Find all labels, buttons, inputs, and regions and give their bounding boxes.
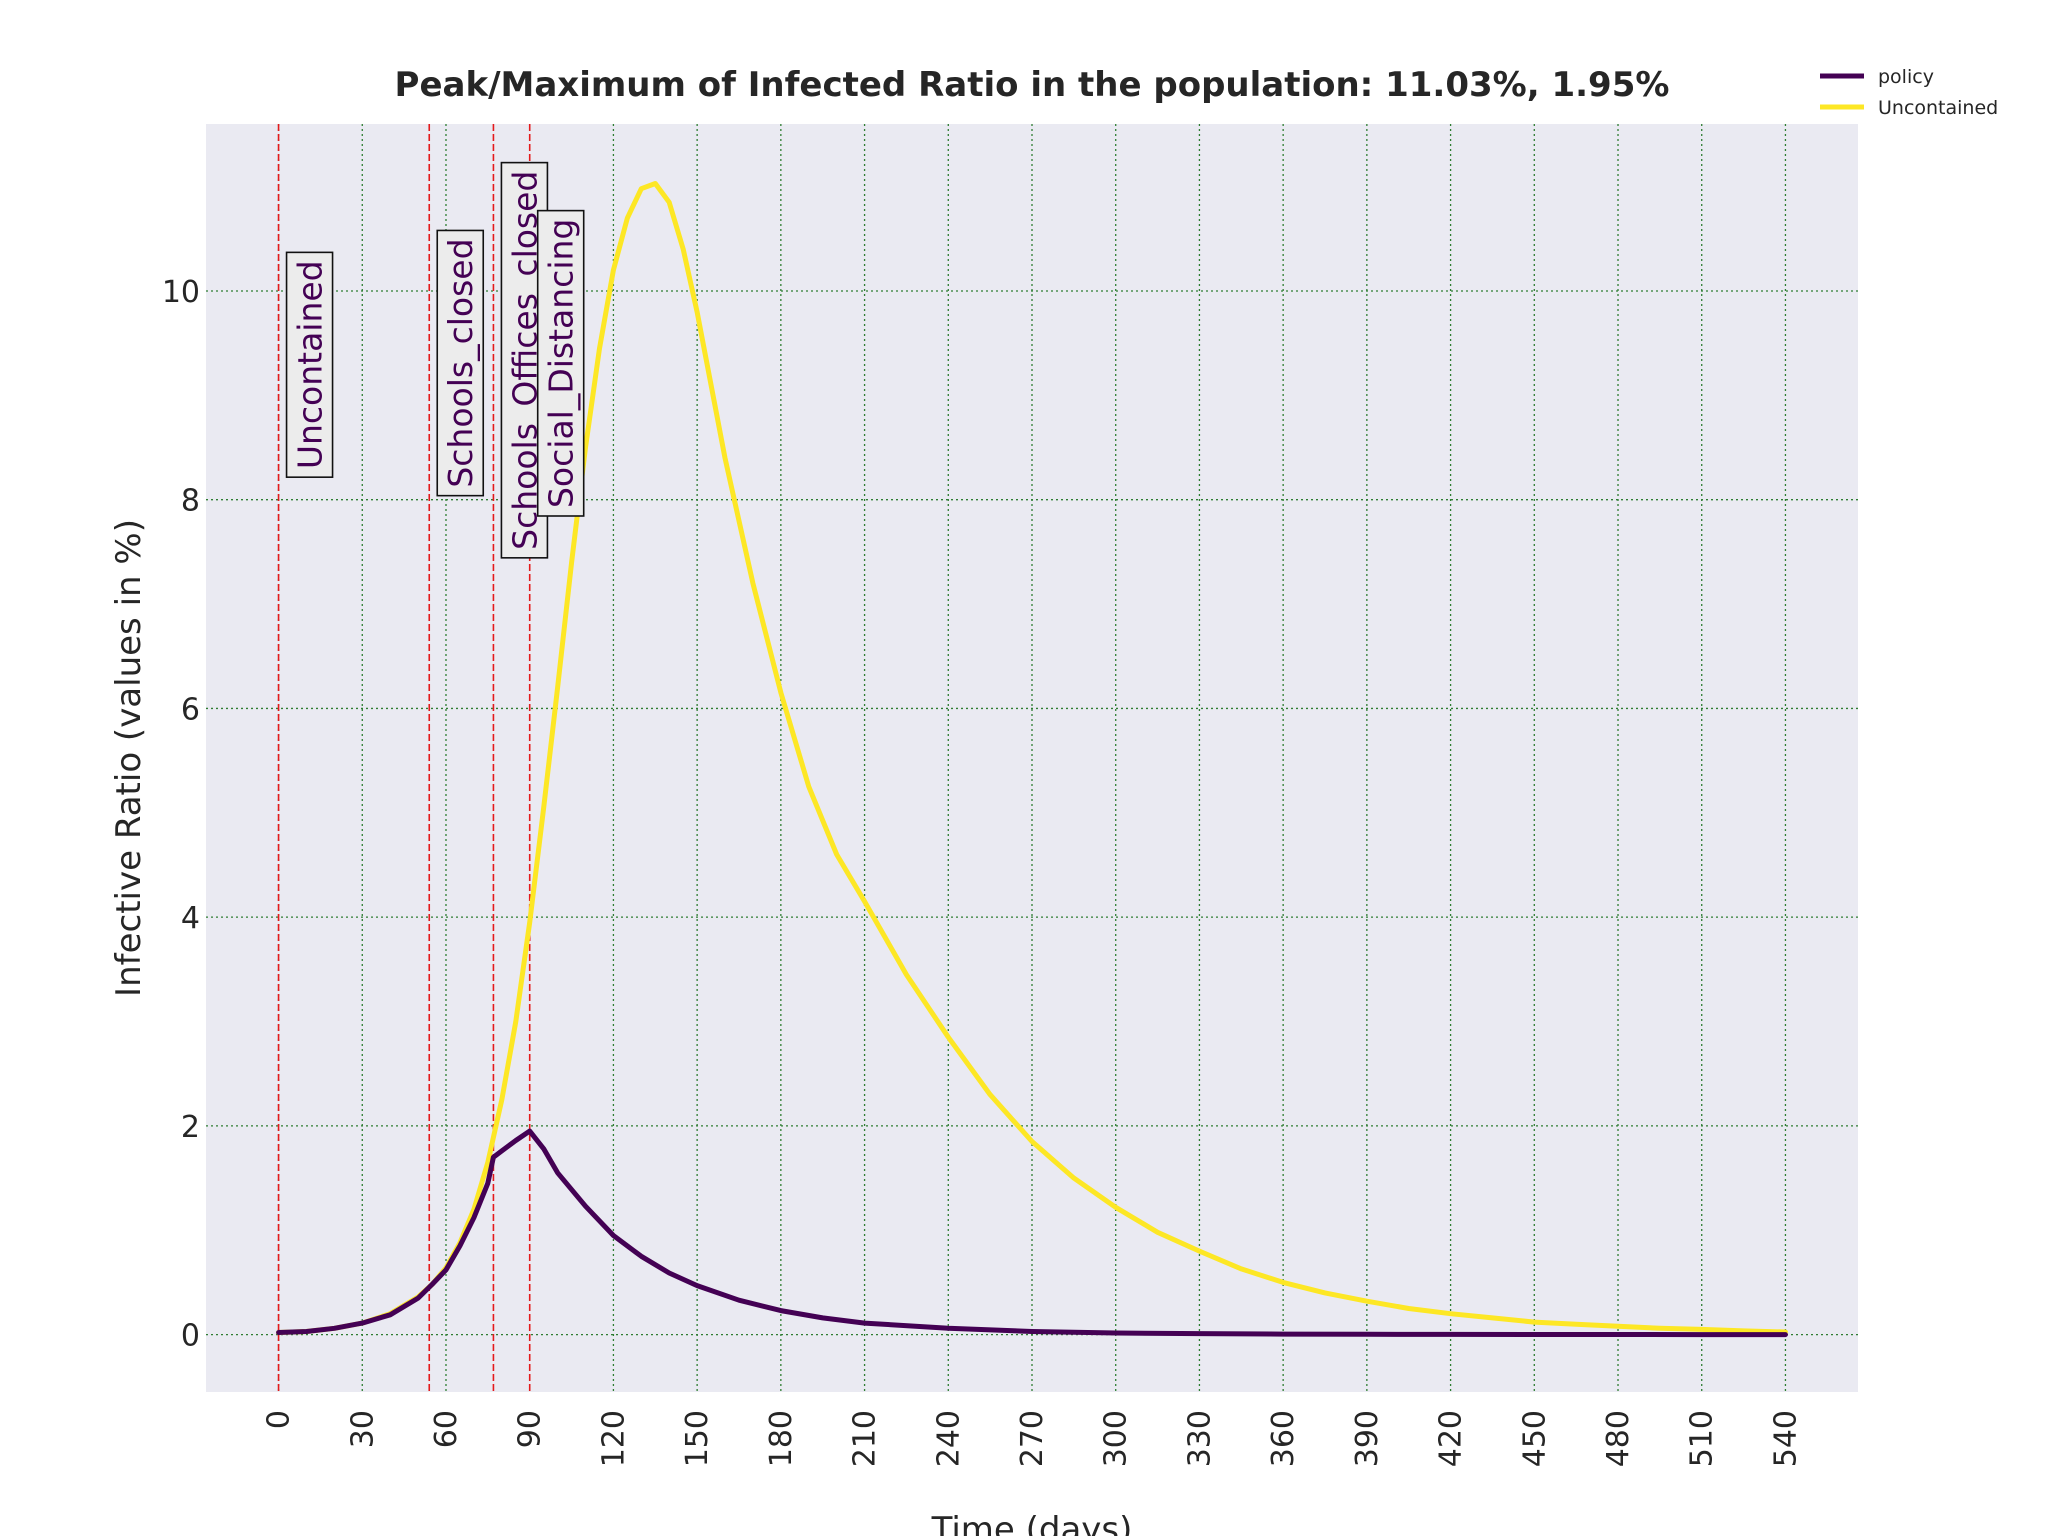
x-tick-label: 60 xyxy=(429,1410,464,1448)
x-tick-label: 270 xyxy=(1015,1410,1050,1467)
y-tick-label: 2 xyxy=(181,1110,200,1145)
svg-text:Schools_closed: Schools_closed xyxy=(441,238,480,487)
svg-text:Uncontained: Uncontained xyxy=(291,260,330,469)
x-tick-label: 300 xyxy=(1099,1410,1134,1467)
legend-label-policy: policy xyxy=(1878,66,1934,88)
y-axis-title: Infective Ratio (values in %) xyxy=(109,519,149,997)
legend: policy Uncontained xyxy=(1820,66,1998,119)
x-tick-label: 120 xyxy=(596,1410,631,1467)
x-tick-label: 150 xyxy=(680,1410,715,1467)
y-tick-label: 10 xyxy=(162,275,200,310)
series-line-policy xyxy=(276,1128,1788,1338)
x-axis-title: Time (days) xyxy=(931,1510,1133,1536)
svg-text:Social_Distancing: Social_Distancing xyxy=(542,219,581,508)
x-tick-label: 240 xyxy=(931,1410,966,1467)
y-tick-label: 6 xyxy=(181,692,200,727)
chart-title: Peak/Maximum of Infected Ratio in the po… xyxy=(395,65,1670,105)
event-label: Uncontained xyxy=(285,251,334,478)
x-tick-label: 30 xyxy=(345,1410,380,1448)
x-tick-label: 420 xyxy=(1434,1410,1469,1467)
x-tick-label: 510 xyxy=(1685,1410,1720,1467)
x-tick-label: 90 xyxy=(513,1410,548,1448)
tick-labels: 0 30 60 90 120 150 180 210 240 270 300 330 360 390 420… xyxy=(162,275,1804,1467)
x-tick-label: 180 xyxy=(764,1410,799,1467)
series xyxy=(276,181,1788,1338)
x-tick-label: 540 xyxy=(1768,1410,1803,1467)
legend-label-uncontained: Uncontained xyxy=(1878,97,1998,119)
x-tick-label: 0 xyxy=(262,1410,297,1429)
x-tick-label: 360 xyxy=(1266,1410,1301,1467)
series-line-uncontained xyxy=(276,181,1788,1335)
x-tick-label: 450 xyxy=(1517,1410,1552,1467)
event-label: Social_Distancing xyxy=(536,209,585,517)
x-tick-label: 390 xyxy=(1350,1410,1385,1467)
x-tick-label: 480 xyxy=(1601,1410,1636,1467)
x-tick-label: 330 xyxy=(1182,1410,1217,1467)
event-labels: Uncontained Schools_closed Schools_Offices… xyxy=(285,161,585,559)
y-tick-label: 4 xyxy=(181,901,200,936)
y-tick-label: 8 xyxy=(181,484,200,519)
y-tick-label: 0 xyxy=(181,1319,200,1354)
x-tick-label: 210 xyxy=(848,1410,883,1467)
event-label: Schools_closed xyxy=(436,229,485,497)
